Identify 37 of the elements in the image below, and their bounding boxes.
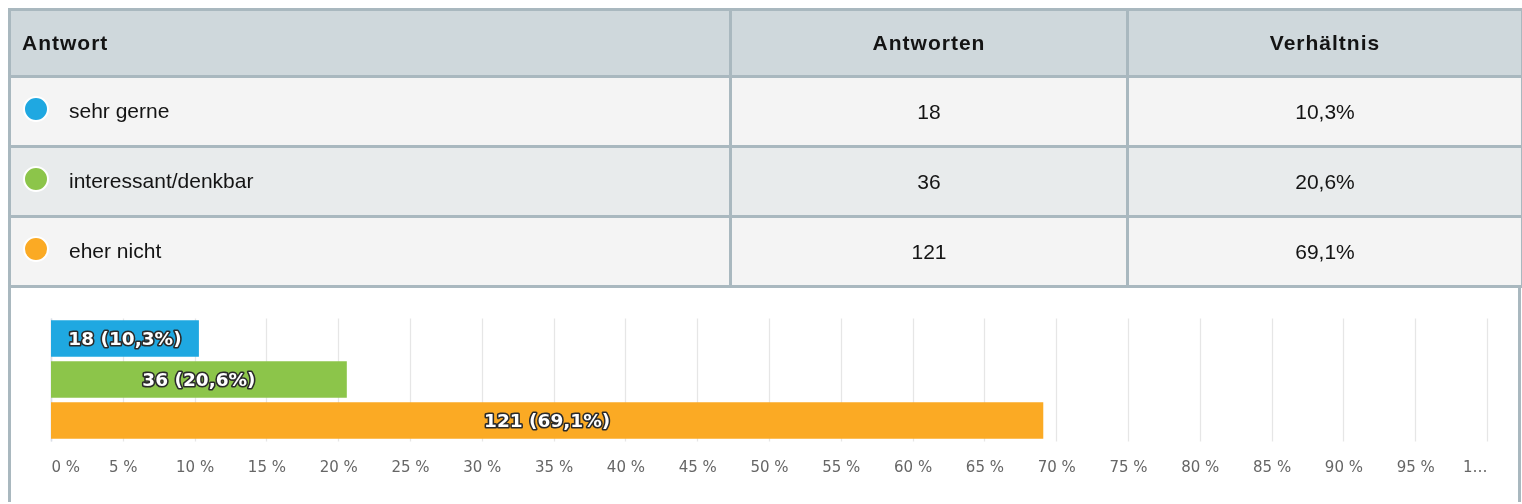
x-tick-label: 50 % <box>750 457 789 476</box>
x-tick-label: 25 % <box>391 457 430 476</box>
category-label: interessant/denkbar <box>69 169 254 193</box>
x-tick-label: 1… <box>1462 457 1488 476</box>
data-label: 18 <box>730 76 1128 147</box>
data-label: 36 <box>730 146 1128 217</box>
category-label: sehr gerne <box>69 99 170 123</box>
data-label: 121 <box>730 216 1128 287</box>
x-tick-label: 60 % <box>894 457 933 476</box>
x-tick-label: 95 % <box>1396 457 1435 476</box>
x-tick-label: 55 % <box>822 457 861 476</box>
x-tick-label: 70 % <box>1037 457 1076 476</box>
data-label: 36 (20,6%) <box>142 368 256 390</box>
x-tick-label: 15 % <box>247 457 286 476</box>
x-tick-label: 0 % <box>51 457 81 476</box>
data-label: 20,6% <box>1127 146 1522 217</box>
data-label: 121 (69,1%) <box>484 409 611 431</box>
x-tick-label: 35 % <box>535 457 574 476</box>
series-label: Antworten <box>730 9 1128 77</box>
x-tick-label: 20 % <box>319 457 358 476</box>
x-tick-label: 85 % <box>1253 457 1292 476</box>
data-label: 18 (10,3%) <box>68 327 182 349</box>
x-tick-label: 30 % <box>463 457 502 476</box>
category-label: eher nicht <box>69 239 162 263</box>
x-tick-label: 45 % <box>678 457 717 476</box>
x-tick-label: 90 % <box>1324 457 1363 476</box>
x-tick-label: 65 % <box>965 457 1004 476</box>
data-label: 10,3% <box>1127 76 1522 147</box>
x-tick-label: 10 % <box>176 457 215 476</box>
x-tick-label: 75 % <box>1109 457 1148 476</box>
x-tick-label: 80 % <box>1181 457 1220 476</box>
x-tick-label: 5 % <box>109 457 138 476</box>
x-tick-label: 40 % <box>606 457 645 476</box>
data-label: 69,1% <box>1127 216 1522 287</box>
bar <box>51 402 1044 439</box>
series-label: Verhältnis <box>1127 9 1522 77</box>
legend-title: Antwort <box>9 9 731 77</box>
